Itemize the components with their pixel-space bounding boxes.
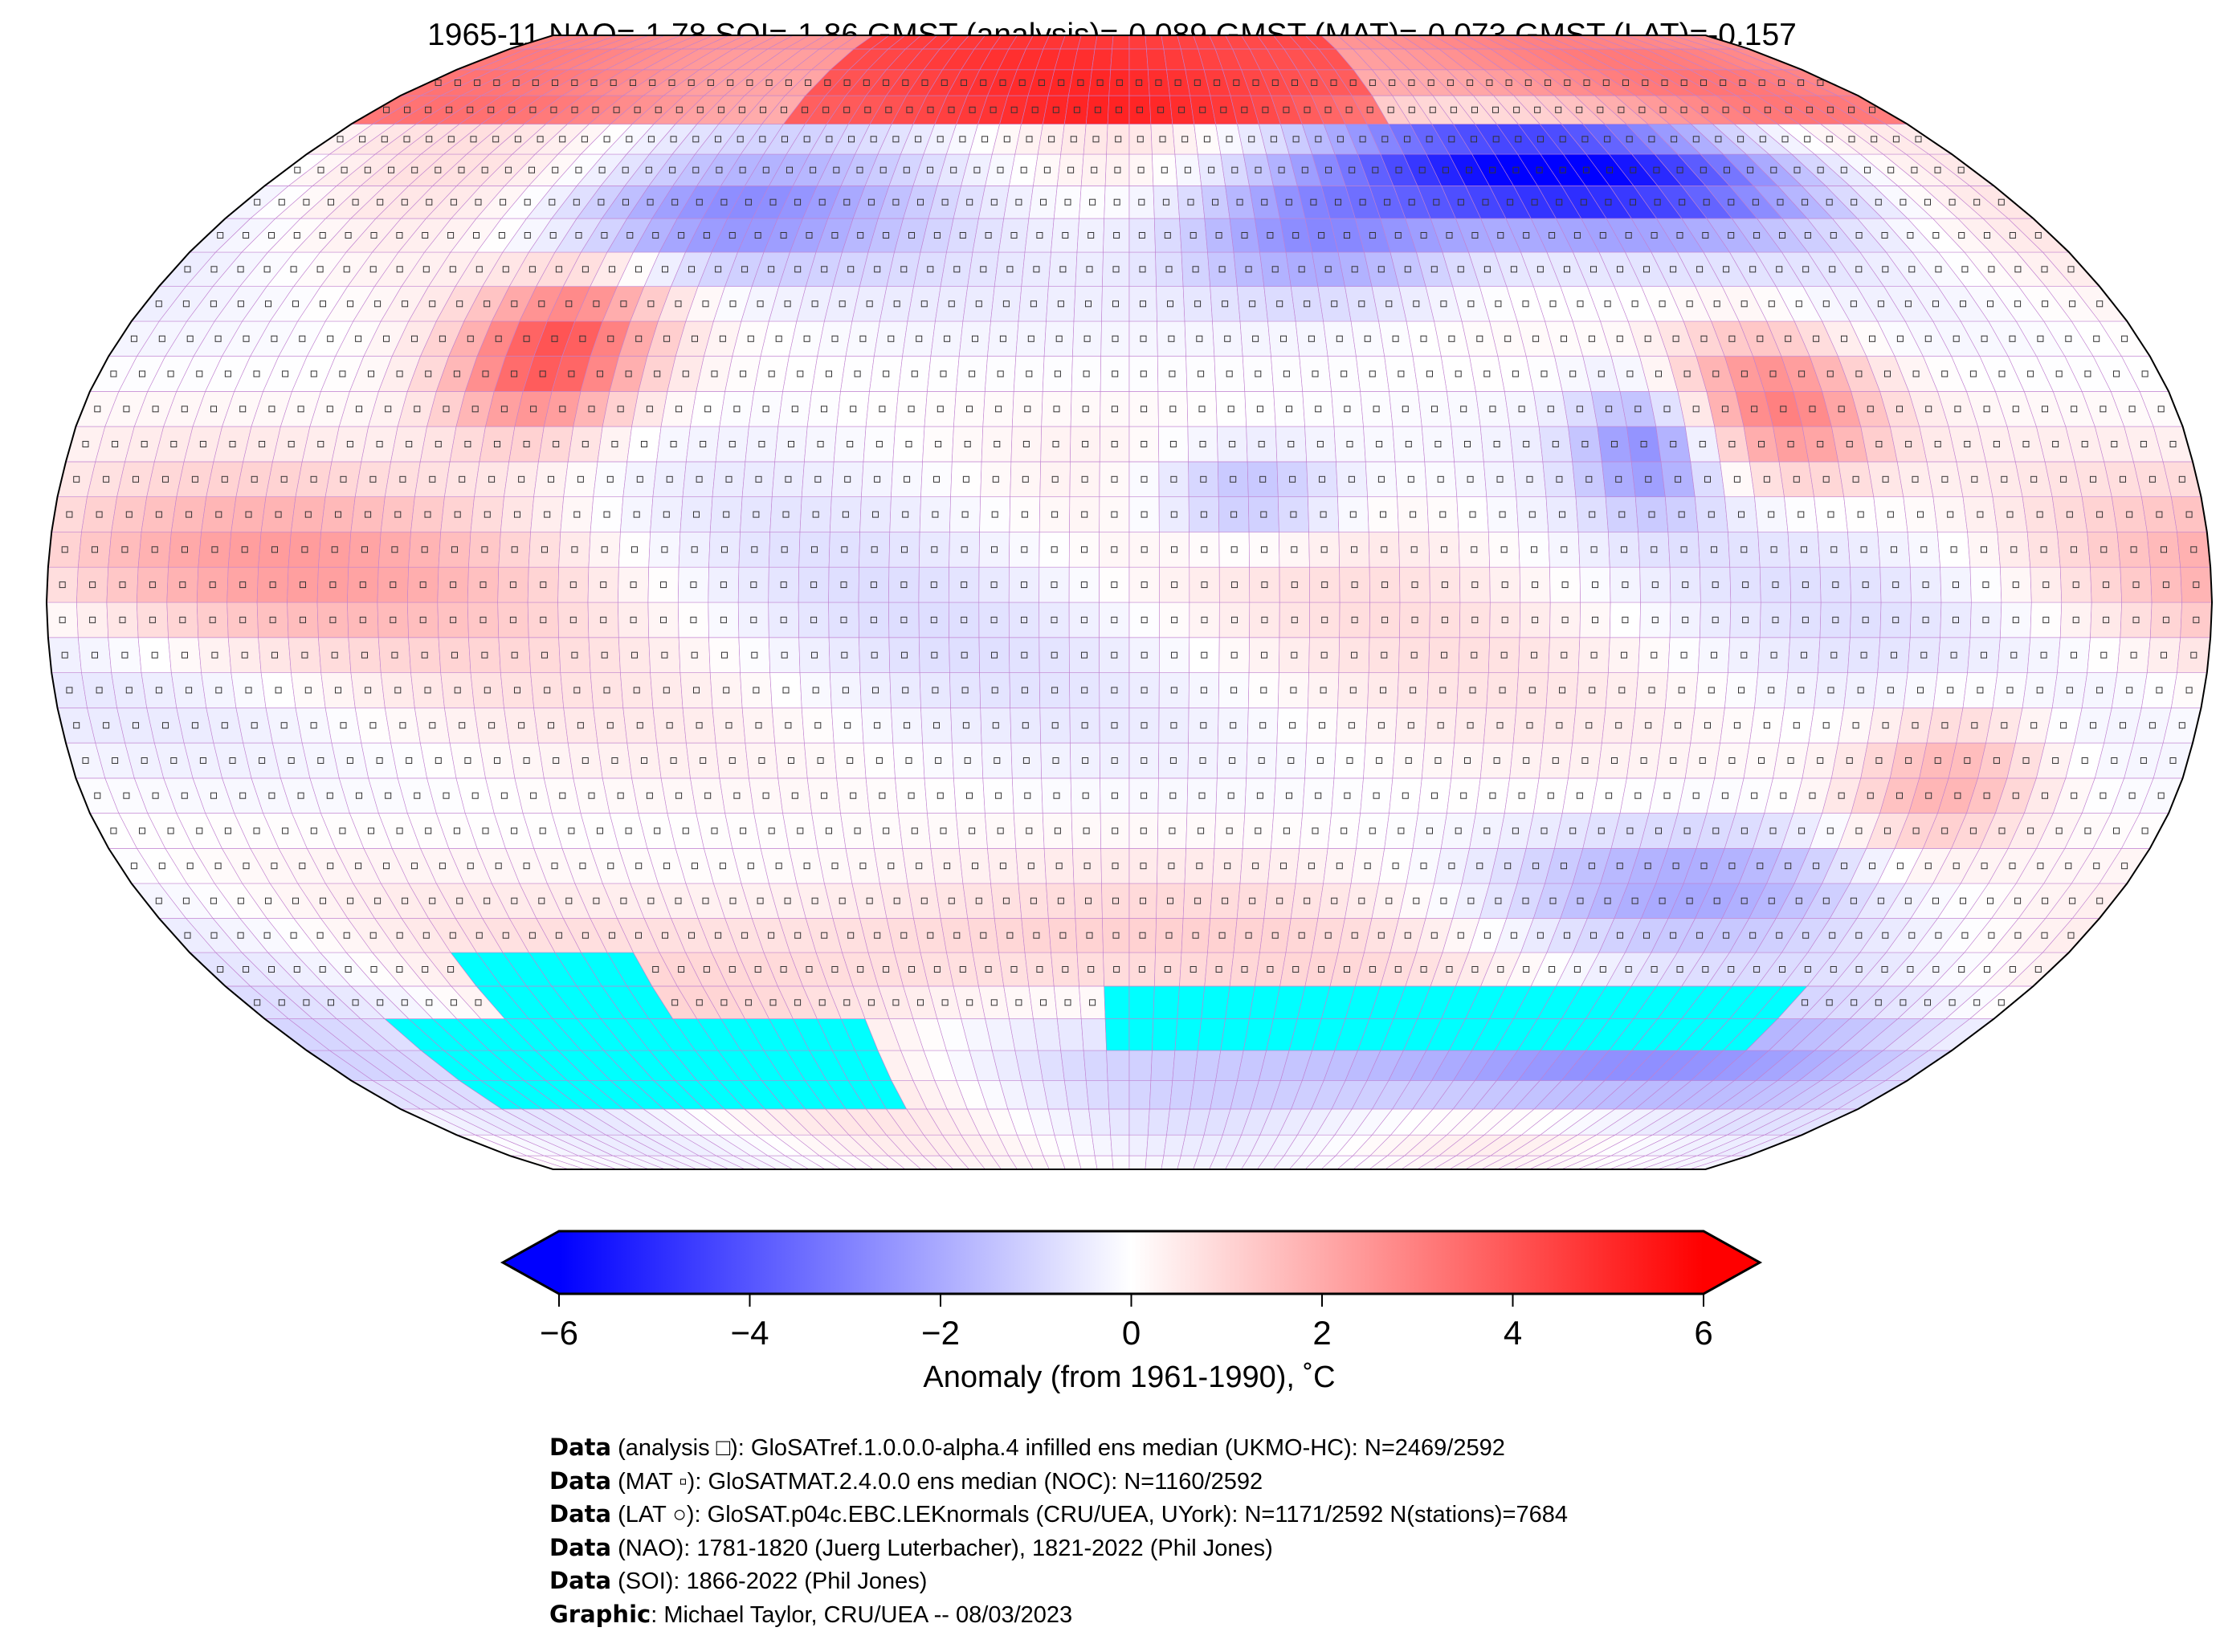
colorbar-tick-label: 4	[1503, 1314, 1523, 1352]
colorbar-extend-high	[1704, 1231, 1760, 1294]
colorbar-label: Anomaly (from 1961-1990), ˚C	[923, 1360, 1336, 1394]
credit-line: Data (NAO): 1781-1820 (Juerg Luterbacher…	[549, 1533, 1273, 1561]
grid-cells	[47, 35, 2212, 1169]
colorbar-tick-label: 0	[1121, 1314, 1141, 1352]
credit-line: Data (LAT ○): GloSAT.p04c.EBC.LEKnormals…	[549, 1500, 1568, 1528]
colorbar-tick-label: 6	[1694, 1314, 1713, 1352]
credits: Data (analysis □): GloSATref.1.0.0.0-alp…	[549, 1431, 1568, 1632]
colorbar-extend-low	[503, 1231, 559, 1294]
anomaly-map	[45, 35, 2214, 1170]
credit-line: Data (MAT ▫): GloSATMAT.2.4.0.0 ens medi…	[549, 1466, 1263, 1495]
colorbar-tick-label: −2	[921, 1314, 960, 1352]
colorbar-tick-label: −6	[540, 1314, 578, 1352]
credit-line: Data (analysis □): GloSATref.1.0.0.0-alp…	[549, 1434, 1505, 1461]
colorbar	[500, 1230, 1763, 1307]
credit-line: Graphic: Michael Taylor, CRU/UEA -- 08/0…	[549, 1600, 1073, 1628]
credit-line: Data (SOI): 1866-2022 (Phil Jones)	[549, 1567, 928, 1595]
colorbar-gradient	[559, 1231, 1704, 1294]
colorbar-tick-label: −4	[730, 1314, 769, 1352]
colorbar-tick-label: 2	[1312, 1314, 1332, 1352]
